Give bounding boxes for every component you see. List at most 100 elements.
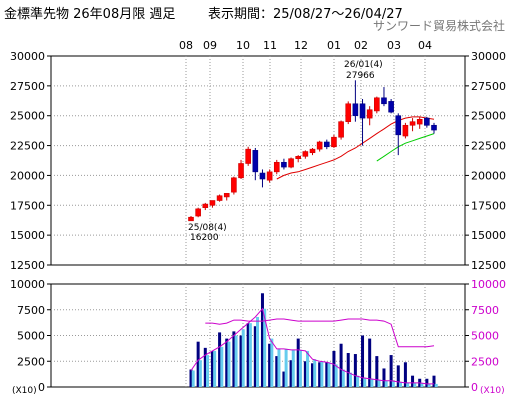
company-name: サンワード貿易株式会社 [373,18,505,33]
volume-bar [282,371,286,387]
open-interest-bar [234,335,238,387]
candle-body [202,203,209,208]
high-value-label: 27966 [346,71,375,81]
candle-body [359,103,366,119]
candlestick [416,116,423,129]
candle-body [288,158,294,168]
volume-bar [232,331,236,387]
price-tick-label-right: 17500 [471,199,506,212]
volume-bar [268,343,272,387]
volume-bar [339,343,343,387]
candlestick [295,155,302,163]
volume-bar [411,375,415,387]
open-interest-bar [198,360,202,387]
month-label: 01 [327,39,341,52]
month-label: 03 [387,39,401,52]
display-period: 表示期間：25/08/27～26/04/27 [208,7,403,22]
candlestick [252,147,259,181]
candlestick [245,146,251,166]
candle-body [331,136,337,148]
low-value-label: 16200 [190,233,219,243]
open-interest-bar [356,375,360,387]
open-interest-bar [398,381,402,387]
candle-body [338,121,344,138]
volume-bar [382,368,386,387]
volume-bar [311,363,314,387]
volume-bar [332,350,336,387]
volume-unit-left: (X10) [12,386,37,396]
candlestick [266,169,273,183]
candlestick [359,98,366,146]
volume-bar [196,341,200,387]
candle-body [266,171,273,181]
volume-bar [368,338,372,387]
volume-tick-label-left: 10000 [10,278,45,291]
volume-bar [389,355,393,387]
candle-body [352,103,359,117]
volume-bar [432,375,436,387]
candle-body [223,193,230,198]
candlestick [202,202,209,211]
price-tick-label-right: 12500 [471,259,506,272]
volume-bar [260,293,264,387]
month-axis-labels: 08 09 10 11 12 01 02 03 04 [179,39,432,52]
candlestick [302,150,309,159]
oi-tick-label-right: 0 [471,381,478,394]
open-interest-bar [370,378,374,387]
candlestick [345,101,352,125]
volume-bar [318,362,322,387]
volume-bar [403,362,407,387]
open-interest-bar [427,383,431,387]
open-interest-bar [406,382,410,387]
candlestick [216,194,223,202]
volume-bar [246,323,250,387]
candlestick [424,116,430,128]
price-tick-label-right: 27500 [471,80,506,93]
open-interest-bar [220,346,224,387]
candlestick [288,157,294,169]
candle-body [295,156,302,160]
candlestick-series [188,80,437,222]
open-interest-bar [334,364,338,387]
price-tick-label-right: 25000 [471,110,506,123]
candle-body [231,177,237,193]
candlestick [366,106,373,126]
candle-body [302,151,309,157]
candle-body [238,163,244,179]
volume-tick-label-left: 7500 [17,304,45,317]
month-label: 08 [179,39,193,52]
open-interest-bar [191,370,195,387]
volume-bar [253,326,257,387]
volume-bar [375,356,379,387]
open-interest-bar [291,349,295,387]
open-interest-bar [320,361,324,387]
volume-series [189,293,436,387]
candle-body [273,161,280,173]
open-interest-bar [348,372,352,387]
open-interest-bar [327,362,331,387]
price-tick-label-left: 12500 [10,259,45,272]
candle-body [431,124,437,131]
open-interest-bar [227,341,231,387]
volume-bar [239,335,243,387]
price-y-axis: 12500 12500 15000 15000 17500 17500 20000 20000… [10,50,506,272]
volume-bar [346,353,350,387]
month-label: 12 [294,39,308,52]
moving-average-lines [276,116,435,180]
candlestick [309,147,316,156]
price-tick-label-right: 20000 [471,169,506,182]
candle-body [316,141,323,150]
candlestick [259,169,266,188]
open-interest-bar [377,379,381,387]
volume-bar [303,361,307,387]
candlestick [409,118,416,132]
candlestick [223,193,230,201]
candle-body [366,109,373,119]
open-interest-bar [384,380,388,387]
candle-body [281,161,287,168]
volume-bar [289,360,293,387]
candlestick [402,122,409,139]
price-tick-label-left: 25000 [10,110,45,123]
volume-tick-label-left: 0 [38,381,45,394]
